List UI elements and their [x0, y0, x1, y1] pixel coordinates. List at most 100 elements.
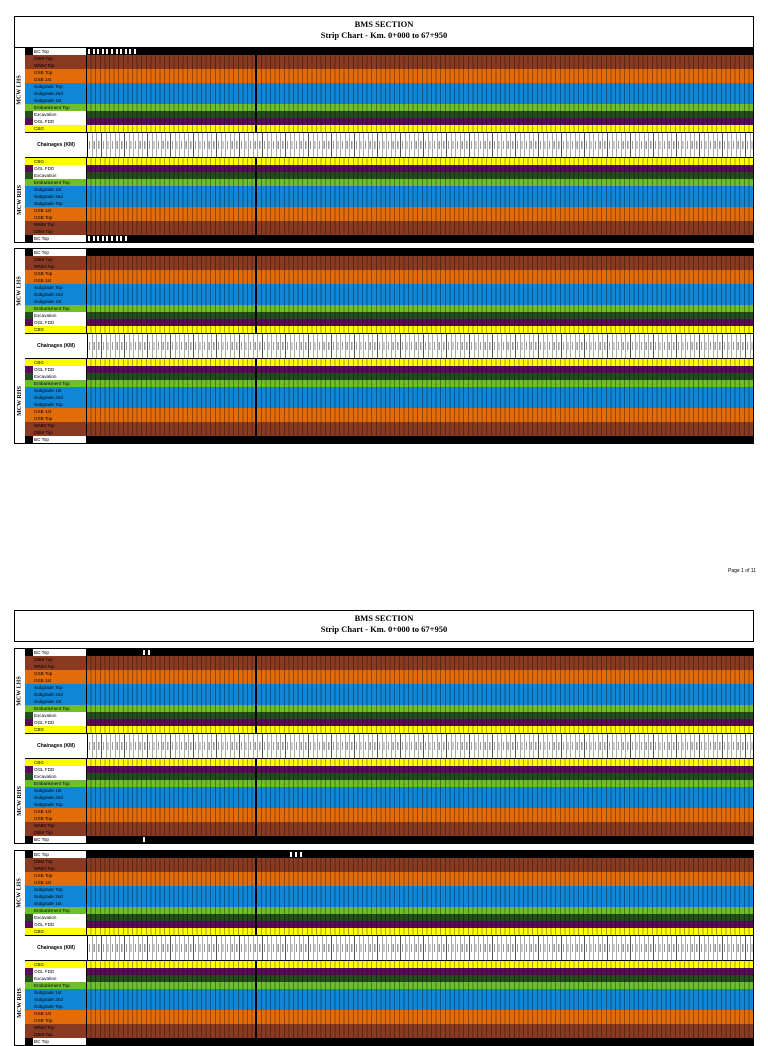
layer-swatch	[25, 366, 33, 373]
layer-swatch	[25, 429, 33, 436]
divider-mark	[255, 872, 257, 879]
layer-row: Subgrade 1st	[25, 698, 753, 705]
layer-label: DBM Top	[33, 256, 87, 263]
page-title: BMS SECTION	[354, 613, 414, 623]
divider-mark	[255, 207, 257, 214]
layer-cells	[87, 69, 753, 76]
side-label-text: MCW LHS	[17, 276, 23, 306]
layer-row: Embankment Top	[25, 907, 753, 914]
layer-row: Subgrade 1st	[25, 298, 753, 305]
layer-cells	[87, 649, 753, 656]
layer-label: WMM Top	[33, 865, 87, 872]
empty-cell	[110, 48, 114, 55]
layer-swatch	[25, 373, 33, 380]
layer-cells	[87, 712, 753, 719]
layer-label: CBG	[33, 158, 87, 165]
layer-cells	[87, 221, 753, 228]
divider-mark	[255, 380, 257, 387]
layer-label: Subgrade 2nd	[33, 394, 87, 401]
layer-swatch	[25, 968, 33, 975]
chainage-ticks	[88, 936, 753, 960]
layer-label: GSB 1st	[33, 808, 87, 815]
divider-mark	[255, 429, 257, 436]
layer-swatch	[25, 249, 33, 256]
layer-swatch	[25, 158, 33, 165]
divider-mark	[255, 394, 257, 401]
layer-swatch	[25, 907, 33, 914]
layer-cells	[87, 698, 753, 705]
chainage-label: Chainages (KM)	[25, 133, 88, 157]
layer-swatch	[25, 256, 33, 263]
layer-label: WMM Top	[33, 62, 87, 69]
layer-swatch	[25, 822, 33, 829]
layer-swatch	[25, 921, 33, 928]
layer-cells	[87, 726, 753, 733]
layer-swatch	[25, 851, 33, 858]
layer-row: Subgrade 1st	[25, 989, 753, 996]
empty-cell	[87, 48, 91, 55]
layer-cells	[87, 284, 753, 291]
empty-cell	[142, 836, 147, 843]
layer-label: WMM Top	[33, 422, 87, 429]
layer-swatch	[25, 221, 33, 228]
divider-mark	[255, 193, 257, 200]
layer-row: GSB 1st	[25, 277, 753, 284]
layer-swatch	[25, 975, 33, 982]
layer-label: Subgrade 1st	[33, 298, 87, 305]
layer-label: GSB 1st	[33, 76, 87, 83]
layer-cells	[87, 415, 753, 422]
layer-swatch	[25, 808, 33, 815]
layer-row: Excavation	[25, 975, 753, 982]
layer-label: Subgrade Top	[33, 401, 87, 408]
divider-mark	[255, 436, 257, 443]
divider-mark	[255, 815, 257, 822]
divider-mark	[255, 373, 257, 380]
layer-cells	[87, 886, 753, 893]
side-label: MCW LHS	[15, 48, 25, 132]
divider-mark	[255, 263, 257, 270]
layer-row: GSB Top	[25, 670, 753, 677]
divider-mark	[255, 801, 257, 808]
layer-label: Subgrade Top	[33, 284, 87, 291]
layer-label: Subgrade 1st	[33, 698, 87, 705]
layer-row: GSB 1st	[25, 1010, 753, 1017]
divider-mark	[255, 97, 257, 104]
layer-swatch	[25, 1038, 33, 1045]
divider-mark	[255, 90, 257, 97]
layer-label: Subgrade Top	[33, 801, 87, 808]
layer-label: DBM Top	[33, 656, 87, 663]
divider-mark	[255, 1010, 257, 1017]
layer-cells	[87, 759, 753, 766]
page-header: BMS SECTION Strip Chart - Km. 0+000 to 67…	[14, 610, 754, 642]
layer-cells	[87, 893, 753, 900]
layer-label: Embankment Top	[33, 380, 87, 387]
layer-row: BC Top	[25, 436, 753, 443]
divider-mark	[255, 829, 257, 836]
layer-label: Subgrade 1st	[33, 787, 87, 794]
layer-cells	[87, 705, 753, 712]
layer-cells	[87, 90, 753, 97]
layer-cells	[87, 684, 753, 691]
layer-swatch	[25, 719, 33, 726]
layer-swatch	[25, 836, 33, 843]
layer-label: Subgrade 2nd	[33, 90, 87, 97]
layer-swatch	[25, 312, 33, 319]
layer-row: Subgrade 2nd	[25, 394, 753, 401]
chainage-label: Chainages (KM)	[25, 734, 88, 758]
layer-label: CBG	[33, 326, 87, 333]
layer-row: Subgrade 1st	[25, 186, 753, 193]
divider-mark	[255, 928, 257, 935]
divider-mark	[255, 677, 257, 684]
layer-label: Embankment Top	[33, 104, 87, 111]
layer-cells	[87, 663, 753, 670]
divider-mark	[255, 158, 257, 165]
layer-cells	[87, 780, 753, 787]
divider-mark	[255, 773, 257, 780]
divider-mark	[255, 851, 257, 858]
layer-cells	[87, 1017, 753, 1024]
report-page: BMS SECTION Strip Chart - Km. 0+000 to 67…	[14, 610, 754, 1046]
layer-row: WMM Top	[25, 822, 753, 829]
layer-row: Subgrade 2nd	[25, 193, 753, 200]
layer-label: BC Top	[33, 48, 87, 55]
layer-cells	[87, 822, 753, 829]
